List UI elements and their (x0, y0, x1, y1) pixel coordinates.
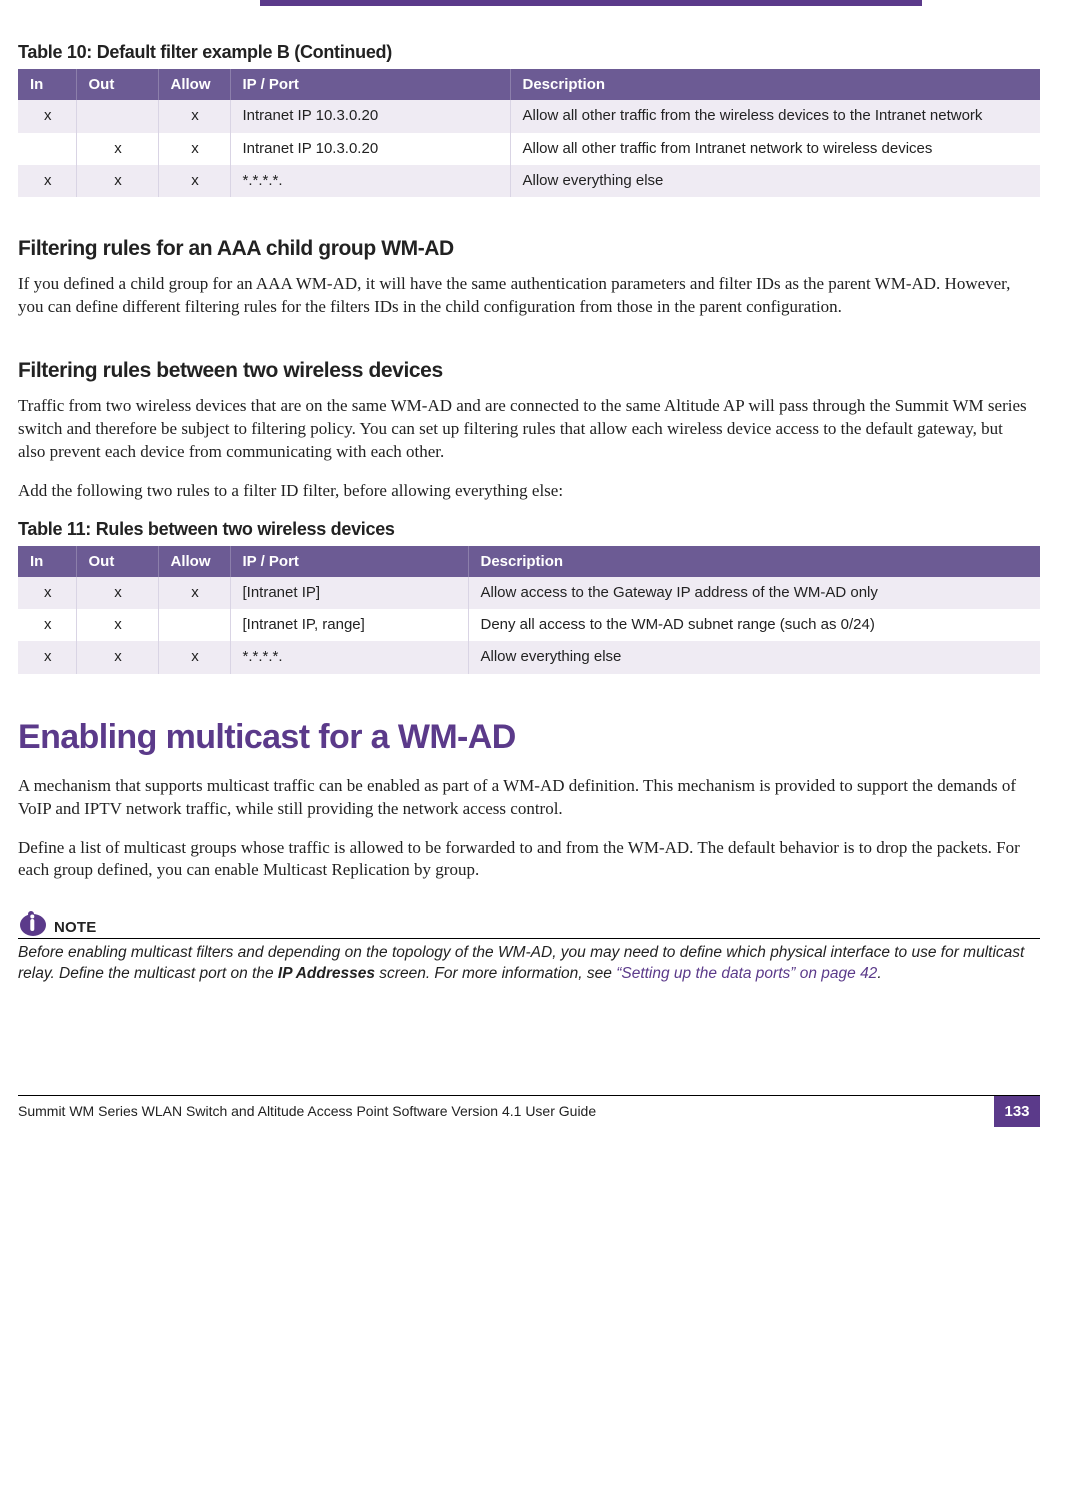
table-row: xxIntranet IP 10.3.0.20Allow all other t… (18, 133, 1040, 165)
table-cell: Allow everything else (468, 641, 1040, 673)
heading-two-wireless-devices: Filtering rules between two wireless dev… (18, 359, 1040, 383)
table-cell (76, 100, 158, 132)
table-header-cell: IP / Port (230, 546, 468, 577)
table-11-body: xxx[Intranet IP]Allow access to the Gate… (18, 577, 1040, 674)
note-block: NOTE Before enabling multicast filters a… (18, 910, 1040, 985)
table-cell: x (18, 609, 76, 641)
table-header-cell: Description (468, 546, 1040, 577)
table-cell: x (158, 641, 230, 673)
note-bold-text: IP Addresses (278, 965, 375, 982)
table-cell: x (76, 577, 158, 609)
table-cell: x (18, 165, 76, 197)
paragraph-aaa-child-group: If you defined a child group for an AAA … (18, 273, 1028, 319)
table-cell (18, 133, 76, 165)
table-10-caption: Table 10: Default filter example B (Cont… (18, 42, 1040, 63)
info-icon (18, 910, 48, 936)
table-cell: x (18, 100, 76, 132)
heading-aaa-child-group: Filtering rules for an AAA child group W… (18, 237, 1040, 261)
table-header-cell: Out (76, 546, 158, 577)
page-content: Table 10: Default filter example B (Cont… (0, 6, 1092, 1127)
table-cell: [Intranet IP, range] (230, 609, 468, 641)
note-text-after: . (877, 965, 881, 982)
heading-enabling-multicast: Enabling multicast for a WM-AD (18, 718, 1040, 757)
table-cell: Allow all other traffic from the wireles… (510, 100, 1040, 132)
table-cell: *.*.*.*. (230, 165, 510, 197)
table-cell: x (158, 165, 230, 197)
table-11-header-row: InOutAllowIP / PortDescription (18, 546, 1040, 577)
footer-page-number: 133 (994, 1096, 1040, 1127)
paragraph-multicast-1: A mechanism that supports multicast traf… (18, 775, 1028, 821)
table-header-cell: IP / Port (230, 69, 510, 100)
table-10: InOutAllowIP / PortDescription xxIntrane… (18, 69, 1040, 197)
note-header: NOTE (18, 910, 1040, 939)
table-cell: x (76, 641, 158, 673)
table-cell: x (18, 641, 76, 673)
table-header-cell: Description (510, 69, 1040, 100)
note-link[interactable]: “Setting up the data ports” on page 42 (616, 965, 877, 982)
note-body: Before enabling multicast filters and de… (18, 943, 1040, 985)
table-cell: Allow all other traffic from Intranet ne… (510, 133, 1040, 165)
table-11-caption: Table 11: Rules between two wireless dev… (18, 519, 1040, 540)
table-row: xx [Intranet IP, range]Deny all access to… (18, 609, 1040, 641)
table-10-header-row: InOutAllowIP / PortDescription (18, 69, 1040, 100)
table-row: xxx[Intranet IP]Allow access to the Gate… (18, 577, 1040, 609)
table-cell: x (76, 133, 158, 165)
table-cell: Allow access to the Gateway IP address o… (468, 577, 1040, 609)
table-row: xxx*.*.*.*.Allow everything else (18, 641, 1040, 673)
table-cell: x (18, 577, 76, 609)
table-header-cell: In (18, 546, 76, 577)
table-row: xxIntranet IP 10.3.0.20Allow all other t… (18, 100, 1040, 132)
footer-text: Summit WM Series WLAN Switch and Altitud… (18, 1096, 994, 1127)
table-cell: Deny all access to the WM-AD subnet rang… (468, 609, 1040, 641)
table-header-cell: Allow (158, 69, 230, 100)
table-cell: [Intranet IP] (230, 577, 468, 609)
table-10-body: xxIntranet IP 10.3.0.20Allow all other t… (18, 100, 1040, 197)
table-header-cell: In (18, 69, 76, 100)
table-cell: x (158, 577, 230, 609)
table-cell: x (158, 100, 230, 132)
table-cell: *.*.*.*. (230, 641, 468, 673)
table-cell: Intranet IP 10.3.0.20 (230, 133, 510, 165)
table-cell: Allow everything else (510, 165, 1040, 197)
table-header-cell: Out (76, 69, 158, 100)
note-text-mid: screen. For more information, see (375, 965, 616, 982)
table-11: InOutAllowIP / PortDescription xxx[Intra… (18, 546, 1040, 674)
table-row: xxx*.*.*.*.Allow everything else (18, 165, 1040, 197)
table-cell: x (76, 165, 158, 197)
table-cell: Intranet IP 10.3.0.20 (230, 100, 510, 132)
table-cell: x (158, 133, 230, 165)
table-cell: x (76, 609, 158, 641)
paragraph-two-wireless-2: Add the following two rules to a filter … (18, 480, 1028, 503)
table-cell (158, 609, 230, 641)
page-footer: Summit WM Series WLAN Switch and Altitud… (18, 1095, 1040, 1127)
table-header-cell: Allow (158, 546, 230, 577)
note-label: NOTE (54, 919, 96, 936)
paragraph-multicast-2: Define a list of multicast groups whose … (18, 837, 1028, 883)
paragraph-two-wireless-1: Traffic from two wireless devices that a… (18, 395, 1028, 464)
